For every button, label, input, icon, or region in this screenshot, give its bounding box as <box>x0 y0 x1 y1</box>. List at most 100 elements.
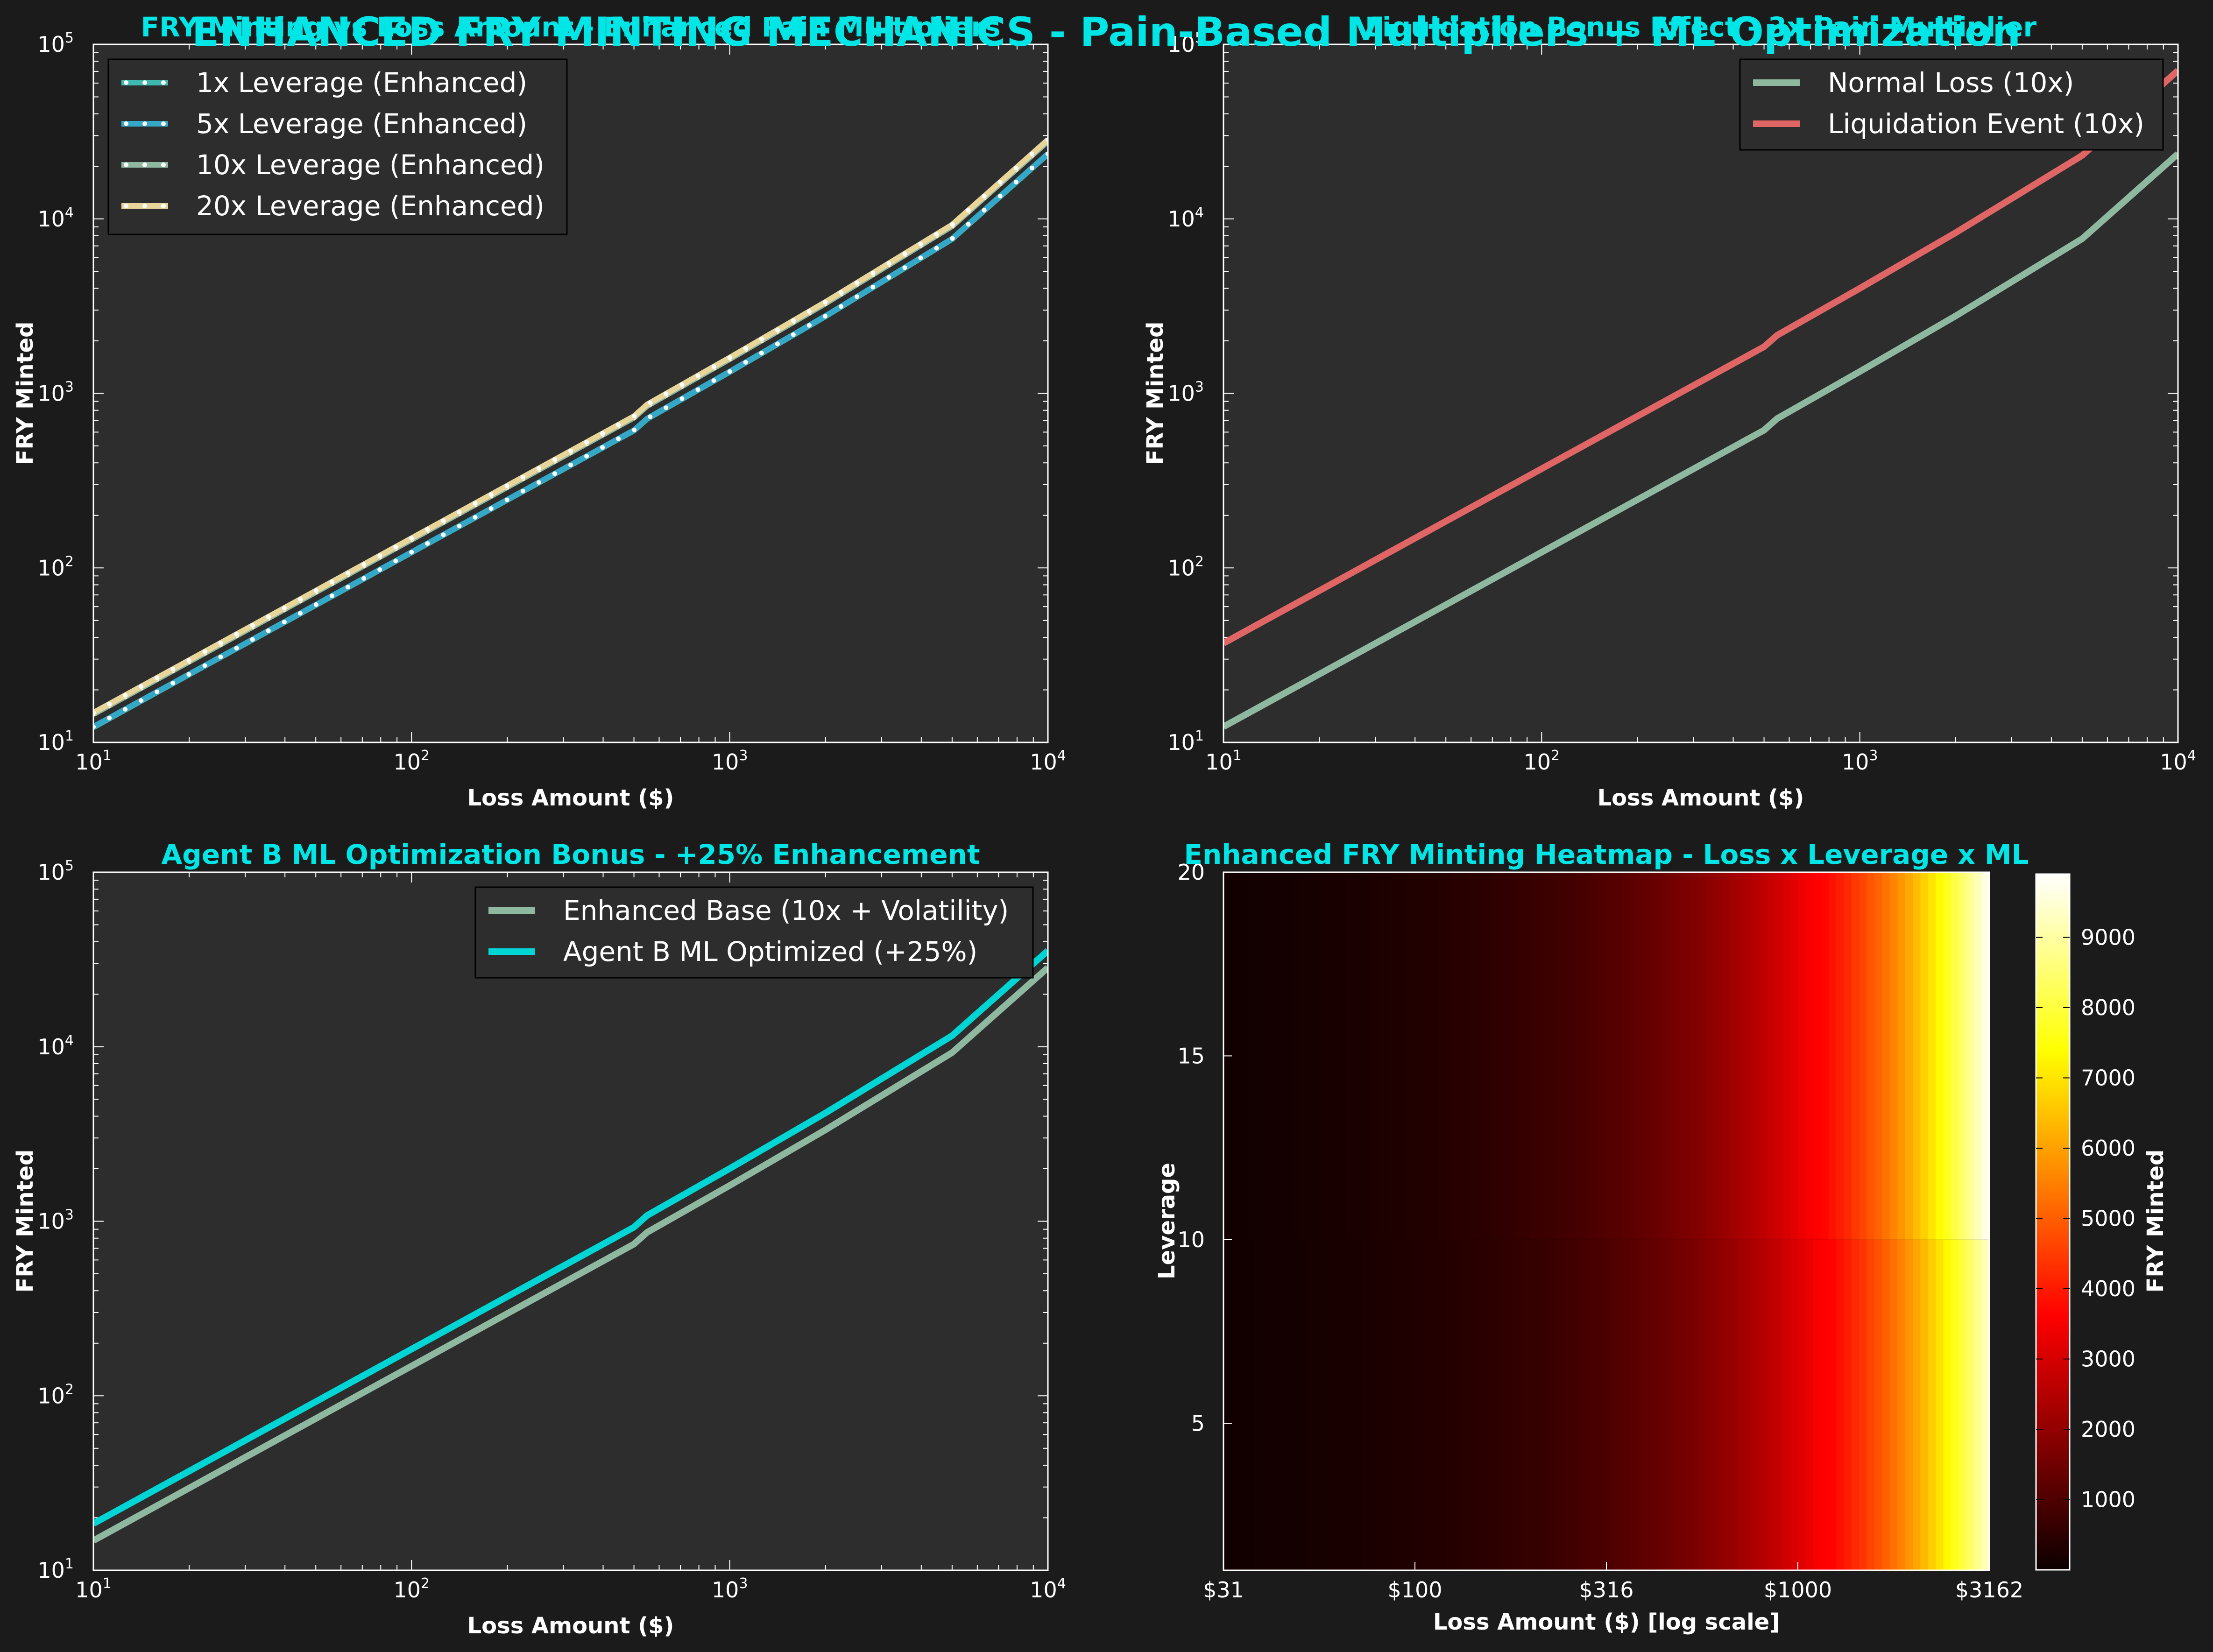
heatmap-cell <box>1652 1239 1661 1570</box>
heatmap-cell <box>1621 1239 1630 1570</box>
heatmap-cell <box>1598 1239 1607 1570</box>
x-axis-label: Loss Amount ($) [log scale] <box>1433 1609 1780 1635</box>
heatmap-cell <box>1859 1239 1867 1570</box>
y-tick-label: 102 <box>1167 553 1204 580</box>
heatmap-cell <box>1377 1239 1385 1570</box>
heatmap-cell <box>1568 872 1576 1240</box>
y-tick-label: 101 <box>37 728 74 755</box>
heatmap-cell <box>1369 872 1377 1240</box>
series-marker <box>934 246 939 251</box>
heatmap-cell <box>1246 872 1255 1240</box>
legend-box <box>107 58 568 235</box>
series-marker <box>425 541 430 546</box>
heatmap-cell <box>1400 1239 1408 1570</box>
heatmap-cell <box>1506 872 1515 1240</box>
series-marker <box>966 208 971 213</box>
y-tick-label: 102 <box>37 553 74 580</box>
y-tick-label: 104 <box>37 1032 74 1059</box>
heatmap-cell <box>1690 1239 1699 1570</box>
heatmap-cell <box>1958 872 1967 1240</box>
heatmap-cell <box>1828 872 1837 1240</box>
colorbar-tick-label: 7000 <box>2081 1065 2135 1090</box>
legend: 1x Leverage (Enhanced) 5x Leverage (Enhan… <box>107 58 568 235</box>
series-marker <box>997 180 1003 184</box>
series-marker <box>266 628 271 633</box>
heatmap-cell <box>1392 872 1400 1240</box>
heatmap-cell <box>1981 872 1990 1240</box>
series-marker <box>775 341 780 346</box>
y-tick-label: 105 <box>37 858 74 885</box>
series-marker <box>330 593 334 599</box>
y-tick-label: 103 <box>37 1207 74 1234</box>
heatmap-cell <box>1285 872 1293 1240</box>
legend-label-0: Enhanced Base (10x + Volatility) <box>563 895 1009 926</box>
heatmap-cells <box>1223 872 1990 1570</box>
heatmap-cell <box>1675 872 1683 1240</box>
heatmap-cell <box>1629 872 1638 1240</box>
x-tick-label: 103 <box>712 1575 748 1603</box>
legend-marker <box>161 162 166 167</box>
y-tick-label: 103 <box>37 379 74 406</box>
series-line-0 <box>93 965 1048 1544</box>
heatmap-cell <box>1315 872 1323 1240</box>
series-marker <box>361 576 367 581</box>
heatmap-cell <box>1514 1239 1523 1570</box>
heatmap-cell <box>1760 872 1768 1240</box>
series-marker <box>632 413 637 418</box>
series-marker <box>679 396 685 401</box>
series-marker <box>632 427 637 432</box>
heatmap-cell <box>1790 1239 1798 1570</box>
series-marker <box>330 579 334 585</box>
heatmap-cell <box>1315 1239 1323 1570</box>
heatmap-cell <box>1292 1239 1301 1570</box>
x-tick-label: $3162 <box>1955 1577 2023 1603</box>
series-marker <box>504 497 509 502</box>
heatmap-cell <box>1468 872 1477 1240</box>
heatmap-cell <box>1384 872 1393 1240</box>
series-marker <box>218 654 223 659</box>
y-tick-label: 101 <box>1167 728 1204 755</box>
series-marker <box>393 544 398 550</box>
heatmap-cell <box>1415 872 1423 1240</box>
heatmap-cell <box>1537 872 1546 1240</box>
heatmap-cell <box>1683 1239 1691 1570</box>
colorbar: 1000 2000 3000 4000 5000 6000 7000 8000 9000 FRY… <box>2035 873 2169 1571</box>
heatmap-cell <box>1292 872 1301 1240</box>
heatmap-cell <box>1545 1239 1553 1570</box>
heatmap-cell <box>1392 1239 1400 1570</box>
chart-ml: 101 102 103 104 101 102 103 104 105 Agent B ML … <box>12 839 1066 1639</box>
series-layer <box>1223 68 2178 730</box>
series-marker <box>552 471 557 476</box>
y-tick-label: 104 <box>1167 205 1204 232</box>
heatmap-cell <box>1415 1239 1423 1570</box>
heatmap-cell <box>1690 872 1699 1240</box>
series-marker <box>441 518 446 523</box>
legend-label-1: Agent B ML Optimized (+25%) <box>563 936 977 967</box>
series-marker <box>679 382 685 387</box>
series-markers-1 <box>93 151 1048 729</box>
series-marker <box>918 241 923 247</box>
series-marker <box>186 672 191 677</box>
y-axis: 101 102 103 104 105 <box>37 858 1048 1583</box>
heatmap-cell <box>1430 872 1438 1240</box>
series-marker <box>616 422 621 427</box>
heatmap-cell <box>1453 1239 1461 1570</box>
heatmap-cell <box>1867 872 1875 1240</box>
legend: Enhanced Base (10x + Volatility) Agent B … <box>474 886 1034 979</box>
series-marker <box>409 550 414 555</box>
series-marker <box>234 646 239 651</box>
legend-box <box>474 886 1034 979</box>
heatmap-cell <box>1736 1239 1745 1570</box>
y-axis: 5 10 15 20 <box>1177 860 1232 1436</box>
series-marker <box>488 506 494 511</box>
heatmap-cell <box>1844 872 1852 1240</box>
series-marker <box>234 632 239 637</box>
heatmap-cell <box>1683 872 1691 1240</box>
y-tick-label: 102 <box>37 1381 74 1408</box>
heatmap-cell <box>1231 1239 1239 1570</box>
series-line-1 <box>93 151 1048 729</box>
legend-marker <box>124 121 128 126</box>
heatmap-cell <box>1499 872 1507 1240</box>
heatmap-cell <box>1606 1239 1614 1570</box>
legend-marker <box>124 204 128 208</box>
